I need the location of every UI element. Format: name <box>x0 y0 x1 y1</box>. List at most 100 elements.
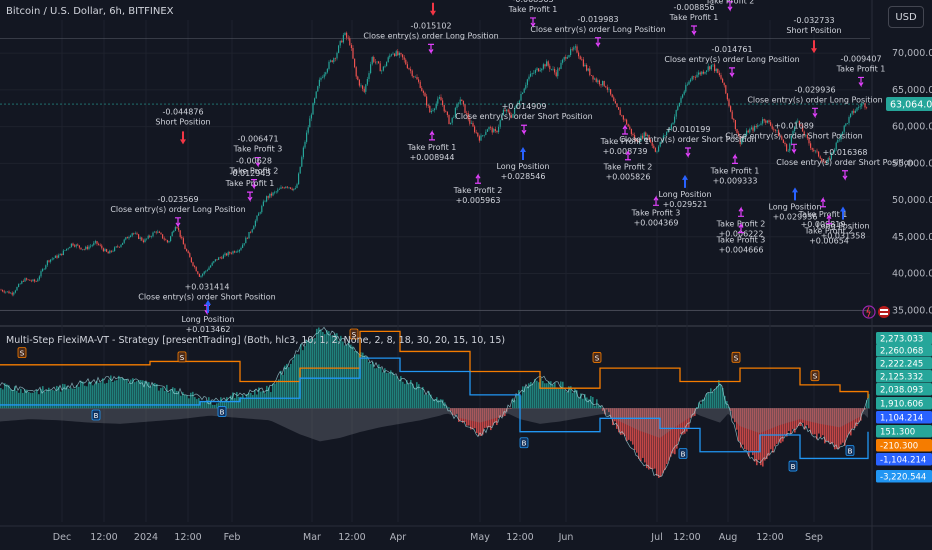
candle <box>542 62 544 71</box>
candle <box>691 75 693 81</box>
annotation-label: -0.008856 <box>673 3 714 12</box>
candle <box>701 71 703 76</box>
oscillator-bar <box>62 383 64 409</box>
oscillator-bar <box>674 408 676 455</box>
candle <box>413 75 415 79</box>
marker-label: S <box>734 354 739 362</box>
annotation-label: +0.01089 <box>774 121 814 130</box>
candle <box>219 256 221 259</box>
candle <box>11 291 13 297</box>
x-tick-label: 12:00 <box>174 532 201 543</box>
candle <box>202 273 204 278</box>
oscillator-bar <box>480 408 482 436</box>
candle <box>666 131 668 137</box>
oscillator-bar <box>114 380 116 409</box>
candle <box>304 140 306 150</box>
oscillator-bar <box>232 392 234 409</box>
oscillator-bar <box>324 334 326 409</box>
candle <box>109 249 111 254</box>
candle <box>45 264 47 271</box>
candle <box>704 71 706 75</box>
oscillator-bar <box>526 386 528 409</box>
candle <box>283 186 285 189</box>
candle <box>30 279 32 283</box>
candle <box>48 259 50 263</box>
oscillator-bar <box>510 408 512 409</box>
candle <box>589 66 591 77</box>
annotation-label: -0.015102 <box>410 21 451 30</box>
oscillator-bar <box>326 330 328 409</box>
oscillator-bar <box>836 408 838 450</box>
candle <box>6 291 8 293</box>
indicator-value-badge: -1,104.214 <box>876 453 932 466</box>
sell-marker: S <box>349 328 359 340</box>
oscillator-bar <box>734 408 736 423</box>
sell-marker: S <box>177 351 187 363</box>
oscillator-bar <box>74 388 76 409</box>
candle <box>112 249 114 253</box>
candle <box>483 134 485 138</box>
candle <box>637 139 639 143</box>
candle <box>558 67 560 71</box>
indicator-value-text: -1,104.214 <box>880 456 926 466</box>
oscillator-bar <box>140 380 142 409</box>
indicator-pane[interactable]: S S S S S S B B B B B B <box>0 326 870 478</box>
oscillator-bar <box>622 408 624 435</box>
candle <box>251 228 253 234</box>
oscillator-bar <box>412 384 414 409</box>
take-profit-marker-icon <box>791 143 797 155</box>
candle <box>757 123 759 129</box>
candle <box>467 110 469 122</box>
oscillator-bar <box>798 408 800 426</box>
candle <box>640 133 642 142</box>
candle <box>352 45 354 60</box>
oscillator-bar <box>36 389 38 409</box>
oscillator-bar <box>740 408 742 448</box>
candle <box>523 87 525 93</box>
candle <box>403 55 405 63</box>
candle <box>611 93 613 98</box>
candle <box>454 106 456 120</box>
candle <box>307 125 309 135</box>
indicator-title: Multi-Step FlexiMA-VT - Strategy [presen… <box>6 335 506 346</box>
oscillator-bar <box>842 408 844 443</box>
candle <box>814 150 816 154</box>
sell-marker: S <box>592 352 602 363</box>
oscillator-bar <box>864 408 866 410</box>
oscillator-bar <box>764 408 766 461</box>
oscillator-bar <box>198 397 200 409</box>
annotation-label: +0.031414 <box>185 282 230 291</box>
marker-label: S <box>813 373 818 381</box>
annotation-label: Close entry(s) order Short Position <box>725 131 862 140</box>
candle <box>570 47 572 57</box>
candle <box>56 254 58 260</box>
candle <box>520 91 522 102</box>
currency-button[interactable]: USD <box>888 6 924 28</box>
oscillator-bar <box>490 408 492 431</box>
take-profit-marker-icon <box>475 173 481 184</box>
candle <box>656 150 658 154</box>
candle <box>578 50 580 59</box>
annotation-label: Take Profit 1 <box>407 143 457 152</box>
candle <box>306 130 308 144</box>
candle <box>21 280 23 285</box>
candle <box>94 239 96 245</box>
oscillator-bar <box>38 394 40 409</box>
oscillator-bar <box>866 400 868 409</box>
candle <box>622 115 624 123</box>
candle <box>672 122 674 125</box>
oscillator-bar <box>314 337 316 409</box>
oscillator-bar <box>166 384 168 409</box>
candle <box>746 128 748 137</box>
candle <box>181 235 183 240</box>
oscillator-bar <box>364 355 366 409</box>
candle <box>733 117 735 123</box>
candlestick-series[interactable] <box>0 31 868 297</box>
oscillator-bar <box>730 408 732 411</box>
oscillator-bar <box>570 386 572 409</box>
candle <box>837 137 839 143</box>
